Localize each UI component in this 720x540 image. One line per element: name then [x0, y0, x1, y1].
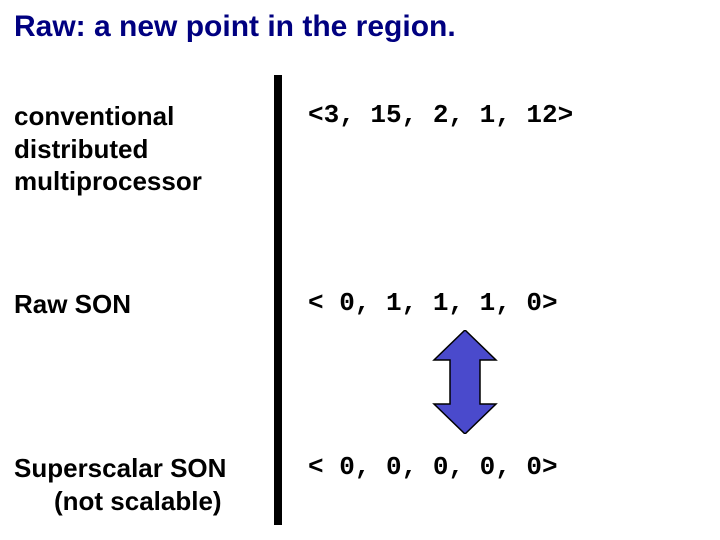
label-text: Raw SON: [14, 289, 131, 319]
label-text: distributed: [14, 134, 148, 164]
vertical-divider: [274, 75, 282, 525]
label-text: (not scalable): [14, 486, 222, 516]
row-tuple: < 0, 0, 0, 0, 0>: [308, 452, 558, 482]
label-text: Superscalar SON: [14, 453, 226, 483]
row-tuple: < 0, 1, 1, 1, 0>: [308, 288, 558, 318]
row-label: Superscalar SON (not scalable): [14, 452, 264, 517]
label-text: conventional: [14, 101, 174, 131]
double-arrow-icon: [430, 330, 500, 434]
row-label: Raw SON: [14, 288, 264, 321]
slide-title: Raw: a new point in the region.: [14, 10, 456, 44]
label-text: multiprocessor: [14, 166, 202, 196]
row-label: conventional distributed multiprocessor: [14, 100, 264, 198]
row-tuple: <3, 15, 2, 1, 12>: [308, 100, 573, 130]
